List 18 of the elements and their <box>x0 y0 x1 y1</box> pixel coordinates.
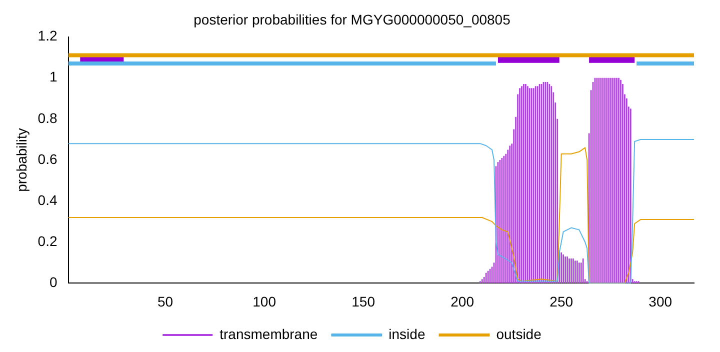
x-tick-label: 200 <box>450 293 474 310</box>
chart-title: posterior probabilities for MGYG000000050_00805 <box>194 11 511 28</box>
y-tick-label: 0.2 <box>38 232 58 249</box>
x-tick-label: 100 <box>252 293 276 310</box>
y-tick-label: 0.6 <box>38 150 58 167</box>
x-tick-label: 150 <box>352 293 376 310</box>
y-tick-label: 0 <box>49 274 58 290</box>
y-tick-label: 0.8 <box>38 110 58 126</box>
x-tick-label: 50 <box>158 293 174 310</box>
legend-label: outside <box>496 326 542 342</box>
legend-label: transmembrane <box>220 326 318 342</box>
legend-label: inside <box>388 326 426 342</box>
y-tick-label: 1 <box>49 68 58 85</box>
y-tick-label: 1.2 <box>38 28 58 44</box>
y-tick-label: 0.4 <box>38 192 58 208</box>
x-tick-label: 300 <box>648 293 672 310</box>
x-tick-label: 250 <box>550 293 574 310</box>
y-axis-title: probability <box>13 128 30 192</box>
